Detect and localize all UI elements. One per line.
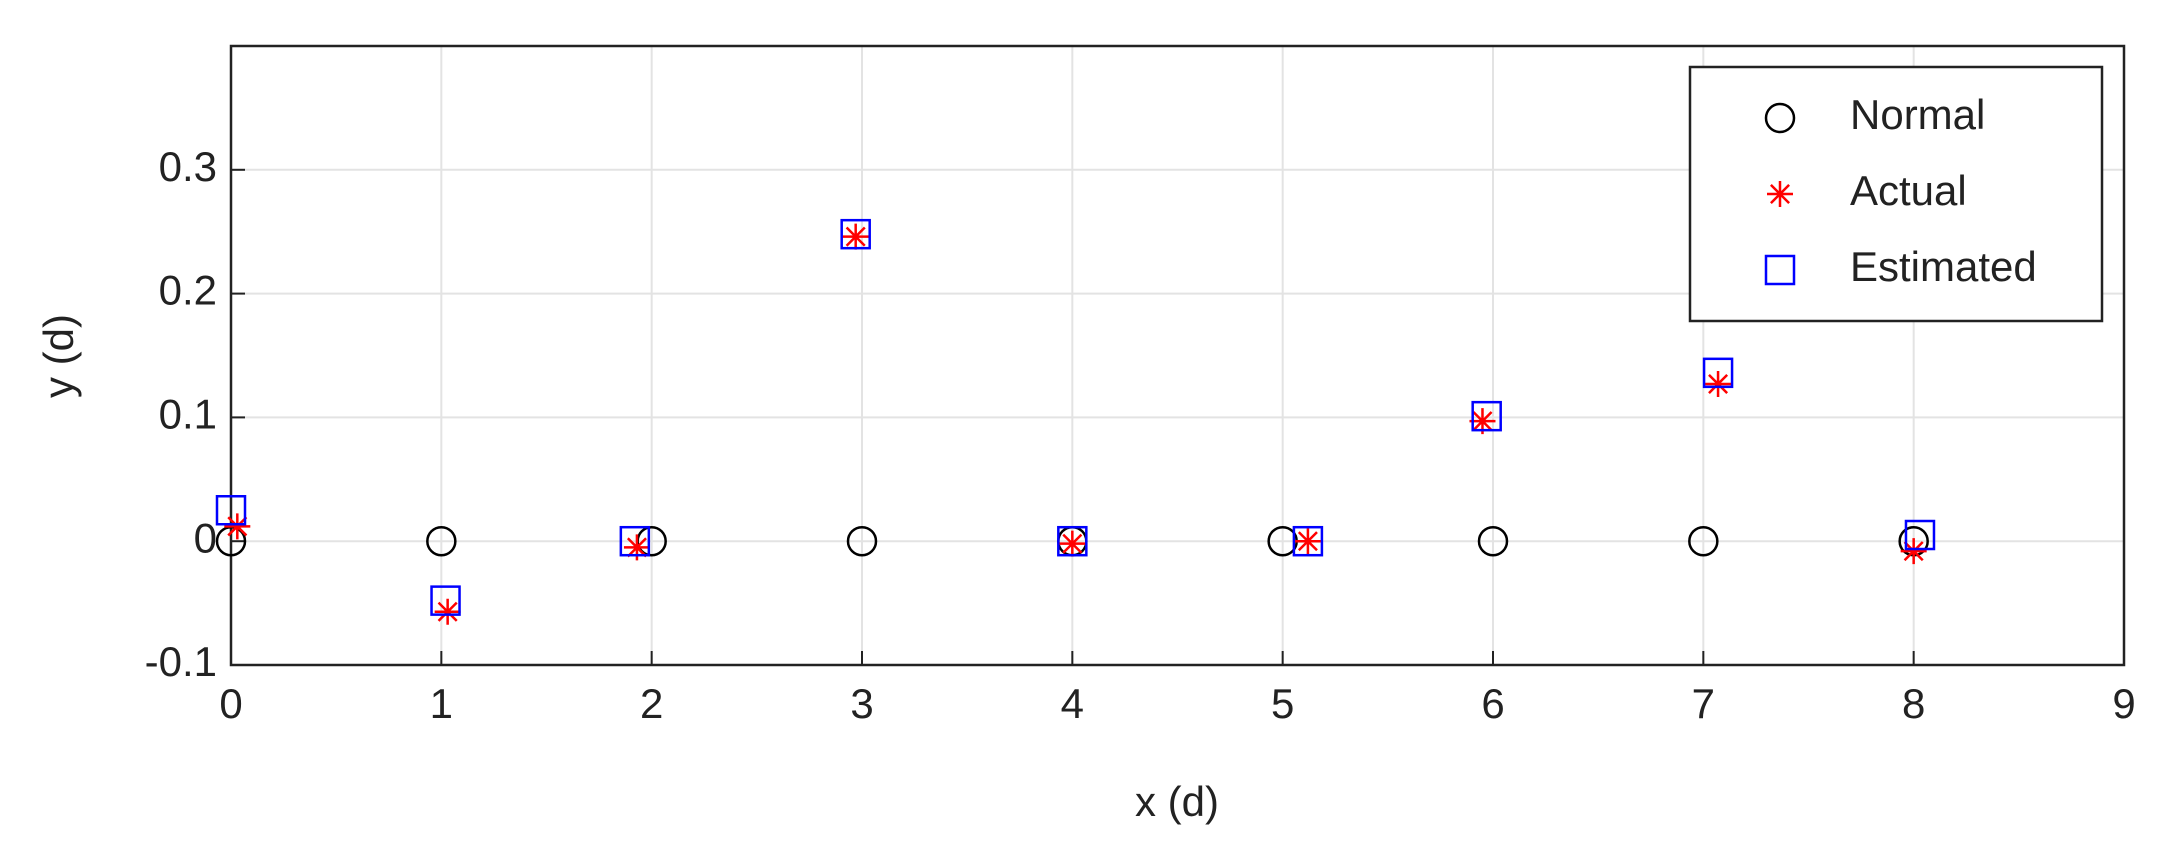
x-tick-label: 5: [1271, 680, 1294, 727]
data-point: [1705, 370, 1732, 397]
data-point: [1059, 530, 1086, 557]
plot-frame: [229, 44, 2126, 667]
data-point: [1294, 528, 1321, 555]
x-tick-label: 9: [2112, 680, 2135, 727]
data-point: [623, 534, 650, 561]
data-point: [426, 525, 457, 557]
data-point: [224, 513, 251, 540]
legend-box: [1688, 65, 2104, 323]
data-point: [1688, 525, 1719, 557]
data-point: [1471, 400, 1502, 432]
data-point: [1702, 357, 1734, 389]
x-tick-label: 3: [850, 680, 873, 727]
legend-label: Normal: [1850, 91, 1985, 138]
y-tick-label: 0: [194, 514, 217, 561]
legend-label: Actual: [1850, 167, 1967, 214]
legend-marker: [1764, 254, 1796, 286]
x-tick-label: 7: [1692, 680, 1715, 727]
x-tick-label: 4: [1061, 680, 1084, 727]
data-point: [215, 495, 247, 526]
x-tick-label: 8: [1902, 680, 1925, 727]
data-point: [619, 525, 651, 557]
data-point: [846, 525, 878, 557]
data-point: [1469, 408, 1496, 435]
legend-marker: [1767, 181, 1793, 207]
x-axis-label: x (d): [1135, 778, 1219, 825]
legend-label: Estimated: [1850, 243, 2037, 290]
x-tick-label: 0: [219, 680, 242, 727]
data-point: [430, 585, 461, 616]
data-point: [434, 598, 461, 625]
y-tick-label: 0.1: [159, 390, 217, 437]
data-point: [840, 218, 871, 250]
x-tick-label: 2: [640, 680, 663, 727]
y-tick-label: 0.2: [159, 267, 217, 314]
y-tick-label: 0.3: [159, 143, 217, 190]
y-tick-label: -0.1: [145, 638, 217, 685]
data-point: [842, 223, 869, 250]
data-point: [1057, 525, 1088, 557]
data-point: [1292, 525, 1324, 557]
x-tick-label: 6: [1481, 680, 1504, 727]
data-point: [1900, 538, 1927, 565]
data-point: [1477, 525, 1509, 557]
y-axis-label: y (d): [35, 314, 82, 398]
legend-marker: [1764, 102, 1796, 134]
x-tick-label: 1: [430, 680, 453, 727]
data-point: [1904, 519, 1936, 551]
